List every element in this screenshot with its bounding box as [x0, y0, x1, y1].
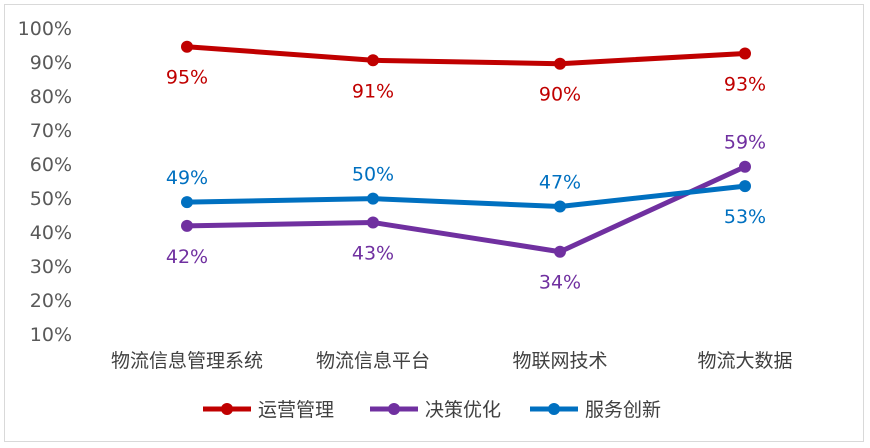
x-category-label: 物联网技术 [512, 350, 607, 372]
y-tick-label: 30% [30, 256, 72, 278]
data-point [739, 180, 751, 193]
data-point [554, 245, 566, 258]
data-point [739, 160, 751, 173]
data-point [367, 54, 379, 67]
y-tick-label: 80% [30, 86, 72, 108]
x-category-label: 物流大数据 [697, 350, 792, 372]
data-point [367, 216, 379, 229]
data-label: 34% [539, 272, 581, 294]
data-label: 49% [166, 167, 208, 189]
data-label: 95% [166, 67, 208, 89]
y-tick-label: 90% [30, 52, 72, 74]
legend-marker [388, 403, 400, 415]
data-label: 53% [724, 206, 766, 228]
data-label: 47% [539, 172, 581, 194]
y-tick-label: 20% [30, 290, 72, 312]
legend-label: 运营管理 [258, 399, 334, 421]
x-axis: 物流信息管理系统 物流信息平台 物联网技术 物流大数据 [111, 350, 793, 372]
data-label: 91% [352, 80, 394, 102]
data-label: 93% [724, 74, 766, 96]
x-category-label: 物流信息管理系统 [111, 350, 263, 372]
data-label: 50% [352, 164, 394, 186]
series-group [181, 40, 751, 258]
data-label: 43% [352, 242, 394, 264]
data-point [367, 192, 379, 205]
y-tick-label: 40% [30, 222, 72, 244]
series-line [184, 164, 748, 255]
y-tick-label: 70% [30, 120, 72, 142]
data-point [181, 40, 193, 53]
chart-frame [4, 4, 864, 442]
data-point [739, 47, 751, 60]
y-tick-label: 60% [30, 154, 72, 176]
series-line [184, 44, 748, 67]
data-point [181, 196, 193, 209]
data-label: 90% [539, 84, 581, 106]
data-label: 42% [166, 246, 208, 268]
data-labels: 95% 91% 90% 93% 42% 43% 34% 59% 49% 50% 47% 53% [166, 67, 766, 294]
y-tick-label: 50% [30, 188, 72, 210]
y-tick-label: 100% [18, 18, 72, 40]
legend-marker [221, 403, 233, 415]
data-point [554, 57, 566, 70]
legend: 运营管理 决策优化 服务创新 [203, 399, 661, 421]
legend-label: 决策优化 [425, 399, 501, 421]
legend-label: 服务创新 [585, 399, 661, 421]
legend-marker [548, 403, 560, 415]
x-category-label: 物流信息平台 [316, 350, 430, 372]
data-point [554, 200, 566, 213]
y-tick-label: 10% [30, 324, 72, 346]
y-axis: 10% 20% 30% 40% 50% 60% 70% 80% 90% 100% [18, 18, 72, 346]
data-label: 59% [724, 132, 766, 154]
series-line [184, 183, 748, 209]
data-point [181, 219, 193, 232]
